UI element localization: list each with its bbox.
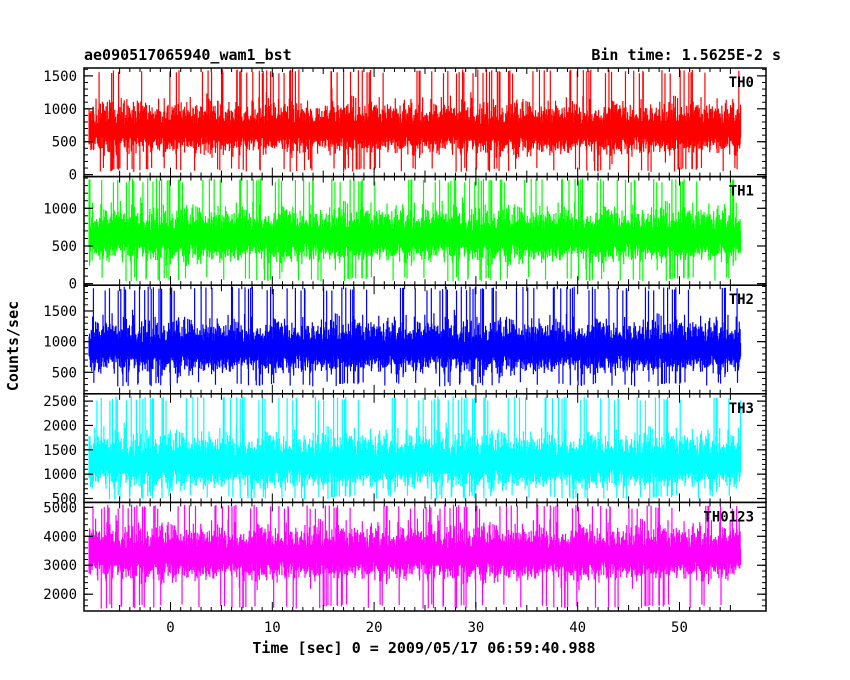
x-axis-label: Time [sec] 0 = 2009/05/17 06:59:40.988 [252, 639, 595, 657]
y-tick-label: 1000 [43, 102, 77, 118]
y-tick-label: 0 [69, 168, 77, 184]
panel-th1: 0 500 1000 TH1 [43, 175, 767, 293]
y-tick-label: 1000 [43, 467, 77, 483]
x-tick-label: 10 [264, 620, 281, 636]
y-tick-label: 1500 [43, 304, 77, 320]
panel-th0123: 2000 3000 4000 5000 TH0123 [43, 500, 767, 612]
chart-title: ae090517065940_wam1_bst [84, 46, 292, 64]
y-axis-label: Counts/sec [4, 301, 22, 391]
panel-label-th1: TH1 [729, 184, 754, 200]
x-tick-label: 20 [366, 620, 383, 636]
panel-th3: 500 1000 1500 2000 2500 TH3 [43, 393, 767, 508]
panel-label-th3: TH3 [729, 401, 754, 417]
y-tick-label: 1000 [43, 335, 77, 351]
y-tick-label: 3000 [43, 558, 77, 574]
series-line-th0 [88, 69, 742, 172]
y-tick-label: 2500 [43, 394, 77, 410]
y-tick-label: 1500 [43, 69, 77, 85]
series-line-th1 [88, 178, 742, 282]
series-line-th3 [88, 396, 742, 500]
x-tick-label: 0 [166, 620, 174, 636]
y-tick-label: 500 [52, 492, 77, 508]
y-tick-label: 4000 [43, 529, 77, 545]
panel-th0: 0 500 1000 1500 TH0 [43, 67, 767, 184]
panel-label-th2: TH2 [729, 292, 754, 308]
x-tick-label: 50 [671, 620, 688, 636]
y-tick-label: 2000 [43, 418, 77, 434]
y-tick-label: 5000 [43, 500, 77, 516]
series-line-th0123 [88, 504, 742, 609]
y-tick-label: 0 [69, 277, 77, 293]
y-tick-label: 500 [52, 365, 77, 381]
panel-th2: 500 1000 1500 TH2 [43, 284, 767, 395]
panel-label-th0: TH0 [729, 75, 754, 91]
x-tick-label: 30 [467, 620, 484, 636]
y-tick-label: 2000 [43, 587, 77, 603]
bin-time-label: Bin time: 1.5625E-2 s [591, 46, 781, 64]
y-tick-label: 500 [52, 135, 77, 151]
series-line-th2 [88, 286, 742, 387]
y-tick-label: 1000 [43, 201, 77, 217]
x-tick-label: 40 [569, 620, 586, 636]
y-tick-label: 1500 [43, 443, 77, 459]
y-tick-label: 500 [52, 239, 77, 255]
panel-label-th0123: TH0123 [703, 509, 754, 525]
